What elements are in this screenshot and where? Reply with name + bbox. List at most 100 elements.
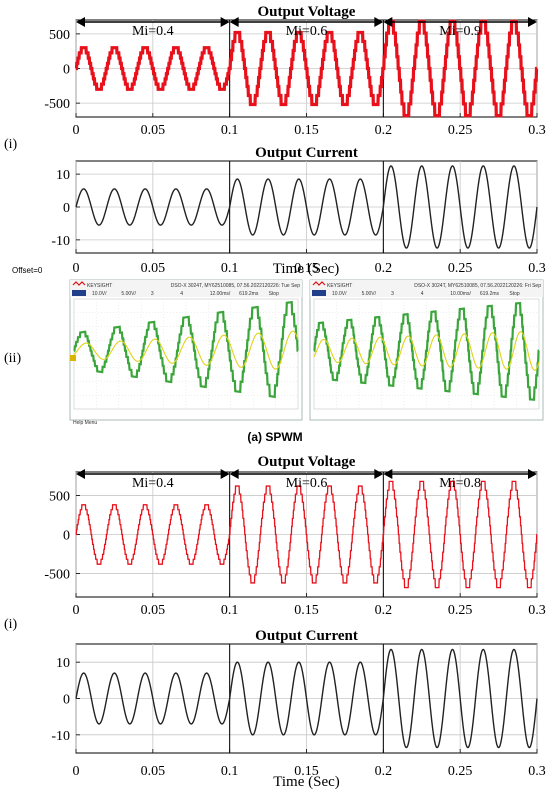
scope-status-text: 10.0V/ (332, 291, 347, 297)
mi-arrowhead-right (220, 469, 230, 479)
x-tick-label: 0.3 (528, 123, 546, 138)
x-tick-label: 0.25 (448, 603, 473, 618)
channel-marker-icon (70, 355, 76, 361)
x-tick-label: 0.3 (528, 261, 546, 276)
mi-arrowhead-right (528, 469, 537, 479)
x-tick-label: 0.2 (375, 261, 393, 276)
chart-output-current-2: Output Current 0 0.05 0.1 0.15 0.2 0.25 0.3 10 0 -… (51, 628, 545, 790)
y-tick-label: -10 (51, 234, 70, 249)
x-tick-label: 0 (73, 123, 80, 138)
chart-title: Output Voltage (258, 454, 356, 470)
x-axis-label: Time (Sec) (273, 774, 340, 790)
mi-label: Mi=0.8 (439, 476, 481, 491)
oscilloscope-captures: KEYSIGHT DSO-X 3024T, MY62510085, 07.56.2… (69, 279, 544, 421)
x-tick-label: 0.1 (221, 261, 239, 276)
scope-channel-badge (312, 290, 326, 296)
mi-label: Mi=0.6 (286, 24, 328, 39)
keysight-logo-icon (72, 281, 86, 286)
x-tick-label: 0.15 (294, 261, 319, 276)
scope-status-text: 619.2ms (480, 291, 500, 297)
x-tick-label: 0.3 (528, 603, 546, 618)
x-tick-label: 0.2 (375, 123, 393, 138)
y-tick-label: -500 (44, 568, 70, 583)
x-tick-label: 0.1 (221, 123, 239, 138)
mi-arrowhead-right (220, 17, 230, 27)
scope-status-text: Stop (509, 291, 520, 297)
scope-status-text: 3 (151, 291, 154, 297)
x-tick-label: 0 (73, 603, 80, 618)
panel-label-ii: (ii) (4, 351, 21, 366)
series-line (75, 165, 538, 249)
scope-header-text: DSO-X 3024T, MY62510085, 07.56.202212022… (414, 283, 541, 289)
mi-label: Mi=0.9 (439, 24, 481, 39)
x-tick-label: 0.1 (221, 764, 239, 779)
series-line (74, 19, 539, 118)
x-axis-label-time-top: Time (Sec) (273, 261, 340, 277)
scope-status-text: 10.0V/ (92, 291, 107, 297)
scope-channel-badge (72, 290, 86, 296)
scope-status-text: 12.00ms/ (210, 291, 231, 297)
scope-status-text: 619.2ms (239, 291, 259, 297)
panel-label-i-top: (i) (4, 137, 18, 152)
x-tick-label: 0.2 (375, 764, 393, 779)
mi-arrowhead-left (383, 469, 393, 479)
x-tick-label: 0.1 (221, 603, 239, 618)
x-tick-label: 0 (73, 764, 80, 779)
offset-label: Offset=0 (12, 266, 43, 275)
y-tick-label: 10 (56, 656, 70, 671)
x-tick-label: 0.05 (141, 764, 166, 779)
x-tick-label: 0.05 (141, 603, 166, 618)
x-tick-label: 0.05 (141, 261, 166, 276)
y-tick-label: 0 (63, 63, 70, 78)
mi-arrowhead-left (383, 17, 393, 27)
scope-current-trace (73, 330, 299, 370)
mi-arrowhead-right (374, 469, 384, 479)
chart-output-voltage-spwm: Output Voltage 0 0.05 0.1 0.15 0.2 0.25 0.3 500 0… (44, 4, 545, 138)
mi-label: Mi=0.4 (132, 476, 174, 491)
help-menu-label: Help Menu (73, 420, 97, 426)
mi-arrowhead-left (229, 17, 239, 27)
series-line (75, 648, 538, 749)
scope-voltage-trace (313, 301, 540, 401)
scope-panel: KEYSIGHT DSO-X 3024T, MY62510085, 07.56.2… (309, 279, 544, 421)
x-tick-label: 0 (73, 261, 80, 276)
scope-header-text: DSO-X 3024T, MY62510085, 07.56.202212022… (171, 283, 300, 289)
scope-status-text: 5.00V/ (121, 291, 136, 297)
caption-spwm: (a) SPWM (247, 430, 302, 444)
chart-title: Output Voltage (258, 4, 356, 20)
x-tick-label: 0.15 (294, 123, 319, 138)
scope-status-text: 4 (180, 291, 183, 297)
panel-label-i-bottom: (i) (4, 617, 18, 632)
scope-status-text: 5.00V/ (362, 291, 377, 297)
mi-arrowhead-left (76, 469, 85, 479)
mi-arrowhead-left (229, 469, 239, 479)
x-tick-label: 0.25 (448, 123, 473, 138)
x-tick-label: 0.15 (294, 603, 319, 618)
mi-arrowhead-left (76, 17, 85, 27)
x-tick-label: 0.15 (294, 764, 319, 779)
scope-voltage-trace (73, 300, 299, 399)
y-tick-label: 10 (56, 168, 70, 183)
x-tick-label: 0.25 (448, 261, 473, 276)
y-tick-label: 500 (49, 489, 70, 504)
scope-brand: KEYSIGHT (87, 283, 112, 289)
scope-status-text: 3 (391, 291, 394, 297)
series-line (75, 480, 538, 589)
scope-panel: KEYSIGHT DSO-X 3024T, MY62510085, 07.56.2… (69, 279, 303, 421)
scope-header (310, 280, 543, 297)
y-tick-label: 0 (63, 529, 70, 544)
mi-arrowhead-right (374, 17, 384, 27)
y-tick-label: 0 (63, 693, 70, 708)
chart-output-voltage-2: Output Voltage 0 0.05 0.1 0.15 0.2 0.25 0.3 500 0… (44, 454, 545, 618)
y-tick-label: 0 (63, 201, 70, 216)
scope-status-text: Stop (269, 291, 280, 297)
scope-brand: KEYSIGHT (327, 283, 352, 289)
x-tick-label: 0.3 (528, 764, 546, 779)
x-tick-label: 0.25 (448, 764, 473, 779)
chart-title: Output Current (255, 145, 358, 161)
y-tick-label: -10 (51, 729, 70, 744)
x-tick-label: 0.2 (375, 603, 393, 618)
chart-title: Output Current (255, 628, 358, 644)
